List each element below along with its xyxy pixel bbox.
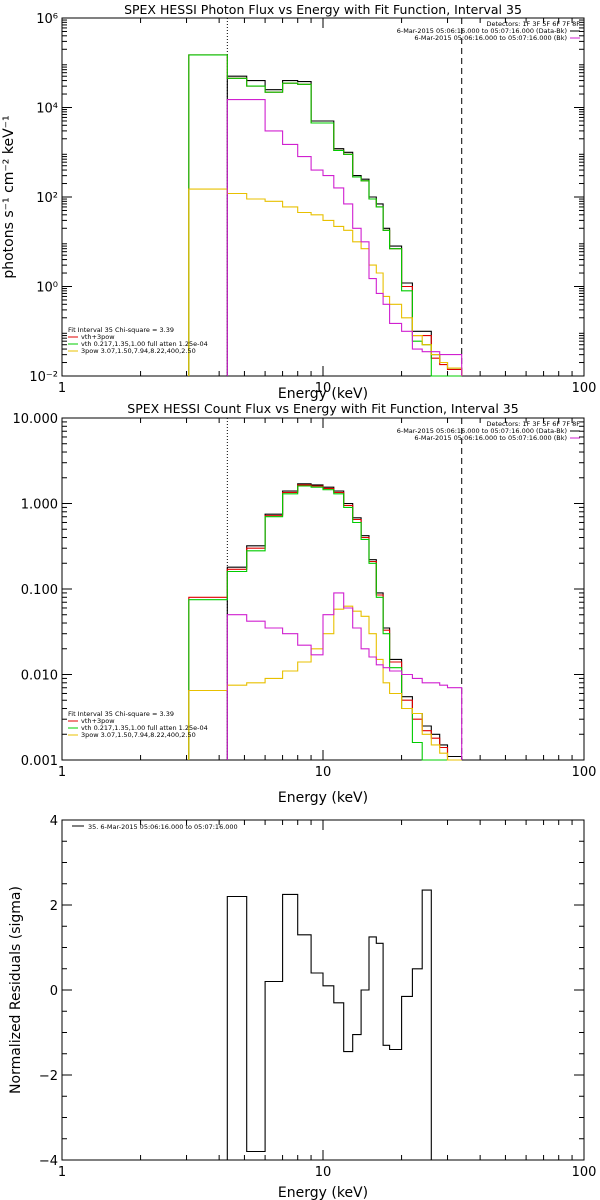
legend-top: Detectors: 1F 3F 5F 6F 7F 8F6-Mar-2015 0…	[397, 20, 581, 42]
chart-panel-2: SPEX HESSI Count Flux vs Energy with Fit…	[13, 401, 597, 806]
x-tick-label: 10	[315, 1165, 332, 1180]
x-axis-ticks: 1 10 100	[58, 418, 597, 780]
y-tick-label: 2	[50, 899, 58, 914]
x-axis-label: Energy (keV)	[278, 386, 368, 402]
fit-legend-entry: vth 0.217,1.35,1.00 full atten 1.25e-04	[81, 340, 208, 348]
x-axis-label: Energy (keV)	[278, 1185, 368, 1200]
legend-header: Detectors: 1F 3F 5F 6F 7F 8F	[486, 20, 580, 28]
x-tick-label: 100	[572, 381, 597, 396]
fit-legend-entry: 3pow 3.07,1.50,7.94,8.22,400,2.50	[81, 731, 196, 739]
y-axis-label: Normalized Residuals (sigma)	[8, 886, 24, 1094]
chart-panel-3: 1 10 100 −4 −2 0 2 4 Energy (keV) Normalized Resi…	[8, 814, 596, 1200]
series-line-0	[226, 75, 463, 376]
chart-panel-1: SPEX HESSI Photon Flux vs Energy with Fi…	[1, 2, 596, 402]
legend-entry: 6-Mar-2015 05:06:16.000 to 05:07:16.000 …	[414, 434, 567, 442]
plot-frame	[61, 417, 585, 761]
y-tick-label: 10.000	[13, 412, 59, 427]
fit-legend-entry: vth 0.217,1.35,1.00 full atten 1.25e-04	[81, 724, 208, 732]
y-tick-label: 10⁶	[36, 12, 58, 27]
series-line-0	[226, 889, 432, 1160]
series-line-2	[188, 485, 462, 761]
y-tick-label: 1.000	[21, 498, 58, 513]
x-axis-ticks: 1 10 100	[58, 18, 597, 396]
series-line-4	[226, 592, 463, 760]
y-tick-label: −2	[39, 1069, 58, 1084]
y-tick-label: 0.100	[21, 583, 58, 598]
legend-entry: 6-Mar-2015 05:06:16.000 to 05:07:16.000 …	[397, 27, 567, 35]
series-line-3	[188, 188, 463, 376]
y-tick-label: 4	[50, 814, 58, 829]
series-line-2	[188, 54, 462, 377]
x-tick-label: 1	[58, 1165, 66, 1180]
data-series-group	[188, 54, 463, 377]
fit-legend-entry: 3pow 3.07,1.50,7.94,8.22,400,2.50	[81, 347, 196, 355]
series-line-3	[188, 605, 462, 761]
x-axis-label: Energy (keV)	[278, 790, 368, 806]
y-axis-ticks: 0.001 0.010 0.100 1.000 10.000	[13, 412, 584, 769]
plot-frame	[61, 17, 585, 377]
series-line-0	[226, 483, 463, 760]
x-tick-label: 10	[315, 765, 332, 780]
x-tick-label: 10	[315, 381, 332, 396]
y-axis-ticks: 10⁻² 10⁰ 10² 10⁴ 10⁶	[29, 12, 584, 385]
y-tick-label: 0.010	[21, 669, 58, 684]
y-tick-label: 0	[50, 984, 58, 999]
chart-title: SPEX HESSI Photon Flux vs Energy with Fi…	[124, 2, 522, 17]
legend-header: Detectors: 1F 3F 5F 6F 7F 8F	[486, 420, 580, 428]
x-tick-label: 100	[572, 765, 597, 780]
legend-entry: 6-Mar-2015 05:06:16.000 to 05:07:16.000 …	[397, 427, 567, 435]
x-tick-label: 1	[58, 765, 66, 780]
series-line-1	[188, 484, 462, 761]
y-tick-label: 10⁴	[36, 102, 58, 117]
chart-title: SPEX HESSI Count Flux vs Energy with Fit…	[127, 401, 518, 416]
legend-entry: 35. 6-Mar-2015 05:06:16.000 to 05:07:16.…	[88, 823, 238, 831]
x-tick-label: 100	[572, 1165, 597, 1180]
x-axis-ticks: 1 10 100	[58, 820, 597, 1180]
y-axis-label: photons s⁻¹ cm⁻² keV⁻¹	[1, 115, 17, 278]
plot-frame	[61, 819, 585, 1161]
fit-legend-entry: vth+3pow	[81, 333, 115, 341]
y-tick-label: 10⁰	[36, 281, 58, 296]
y-tick-label: 10⁻²	[29, 370, 58, 385]
y-tick-label: 10²	[36, 191, 58, 206]
legend-top: 35. 6-Mar-2015 05:06:16.000 to 05:07:16.…	[72, 823, 238, 831]
data-series-group	[226, 889, 432, 1160]
legend-top: Detectors: 1F 3F 5F 6F 7F 8F6-Mar-2015 0…	[397, 420, 581, 442]
y-tick-label: −4	[39, 1154, 58, 1169]
legend-entry: 6-Mar-2015 05:06:16.000 to 05:07:16.000 …	[414, 34, 567, 42]
fit-legend-header: Fit Interval 35 Chi-square = 3.39	[68, 326, 174, 334]
x-tick-label: 1	[58, 381, 66, 396]
legend-bottom: Fit Interval 35 Chi-square = 3.39vth+3po…	[68, 326, 208, 355]
y-axis-ticks: −4 −2 0 2 4	[39, 814, 584, 1169]
series-line-4	[226, 99, 463, 376]
fit-legend-entry: vth+3pow	[81, 717, 115, 725]
y-tick-label: 0.001	[21, 754, 58, 769]
fit-legend-header: Fit Interval 35 Chi-square = 3.39	[68, 710, 174, 718]
data-series-group	[188, 483, 463, 761]
legend-bottom: Fit Interval 35 Chi-square = 3.39vth+3po…	[68, 710, 208, 739]
series-line-1	[188, 54, 463, 376]
